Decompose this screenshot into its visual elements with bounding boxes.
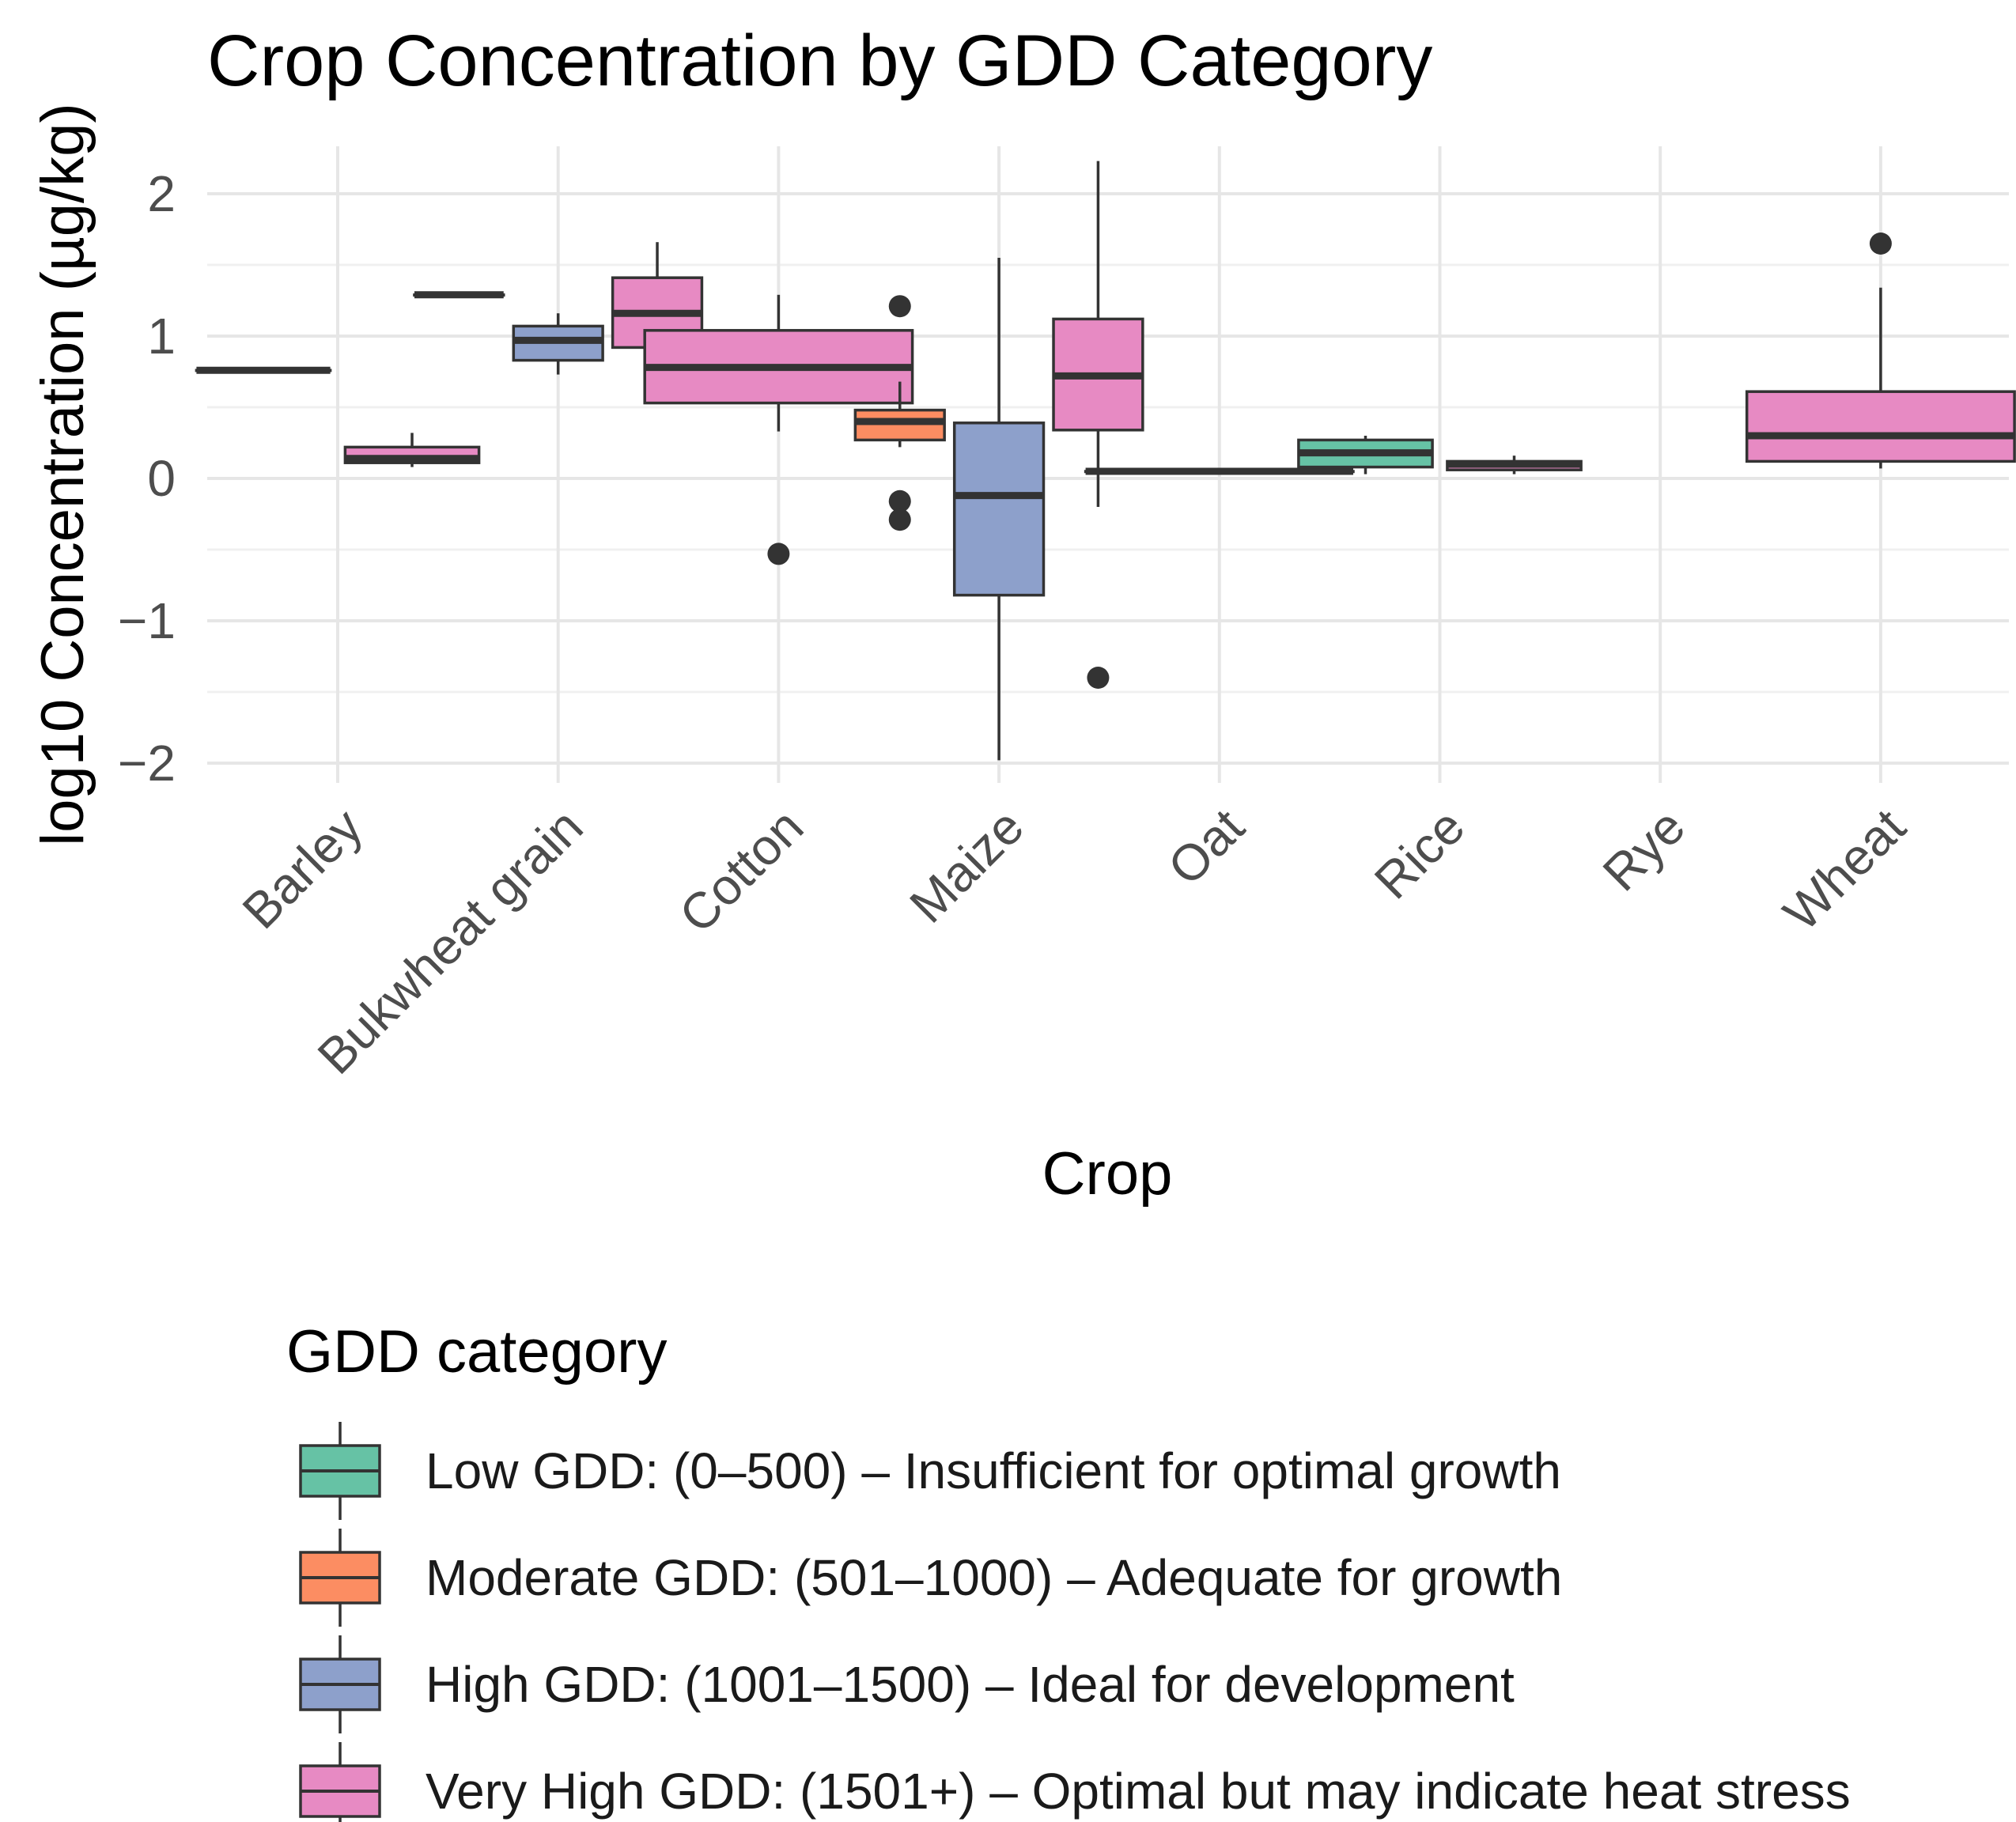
box-rice-low bbox=[1297, 436, 1434, 474]
box-maize-moderate bbox=[853, 295, 946, 531]
legend-entry-veryhigh: Very High GDD: (1501+) – Optimal but may… bbox=[299, 1742, 1851, 1822]
x-tick-label: Oat bbox=[1157, 798, 1255, 896]
x-tick-label: Wheat bbox=[1772, 798, 1916, 942]
box-maize-veryhigh bbox=[1052, 161, 1144, 689]
box-body bbox=[1745, 390, 2016, 463]
legend-entry-low: Low GDD: (0–500) – Insufficient for opti… bbox=[299, 1422, 1561, 1520]
y-axis-title: log10 Concentration (µg/kg) bbox=[29, 103, 96, 845]
box-bukwheat-grain-moderate bbox=[413, 291, 505, 299]
outlier-point bbox=[767, 542, 790, 565]
legend-label: Very High GDD: (1501+) – Optimal but may… bbox=[426, 1763, 1851, 1820]
chart-title: Crop Concentration by GDD Category bbox=[207, 21, 1432, 101]
y-tick-label: −1 bbox=[118, 592, 176, 649]
box-wheat-veryhigh bbox=[1745, 232, 2016, 469]
x-tick-label: Rye bbox=[1592, 798, 1696, 902]
x-axis-title: Crop bbox=[1042, 1140, 1173, 1208]
legend-label: High GDD: (1001–1500) – Ideal for develo… bbox=[426, 1656, 1515, 1713]
legend-label: Moderate GDD: (501–1000) – Adequate for … bbox=[426, 1549, 1562, 1606]
y-tick-label: 1 bbox=[147, 308, 176, 365]
outlier-point bbox=[1087, 667, 1110, 689]
legend: Low GDD: (0–500) – Insufficient for opti… bbox=[299, 1422, 1851, 1822]
box-oat-veryhigh bbox=[1084, 467, 1355, 475]
box-maize-high bbox=[952, 258, 1046, 761]
box-bukwheat-grain-high bbox=[512, 313, 604, 375]
grid bbox=[207, 146, 2009, 783]
x-tick-label: Rice bbox=[1364, 798, 1475, 909]
x-tick-label: Barley bbox=[232, 798, 373, 939]
box-series bbox=[195, 161, 2016, 761]
box-barley-veryhigh bbox=[343, 433, 481, 467]
box-cotton-veryhigh bbox=[643, 294, 914, 565]
outlier-point bbox=[888, 508, 911, 531]
x-tick-label: Cotton bbox=[668, 798, 814, 943]
legend-entry-moderate: Moderate GDD: (501–1000) – Adequate for … bbox=[299, 1529, 1562, 1627]
y-tick-label: −2 bbox=[118, 735, 176, 792]
legend-entry-high: High GDD: (1001–1500) – Ideal for develo… bbox=[299, 1635, 1515, 1733]
box-rice-veryhigh bbox=[1446, 456, 1583, 474]
box-body bbox=[952, 421, 1046, 597]
box-barley-moderate bbox=[195, 366, 332, 374]
outlier-point bbox=[888, 295, 911, 318]
outlier-point bbox=[1869, 232, 1892, 255]
legend-title: GDD category bbox=[286, 1318, 668, 1385]
y-tick-label: 0 bbox=[147, 450, 176, 507]
outlier-point bbox=[888, 490, 911, 512]
x-tick-label: Maize bbox=[898, 798, 1034, 934]
y-tick-label: 2 bbox=[147, 165, 176, 222]
y-axis-ticks: −2 −1 0 1 2 bbox=[118, 165, 176, 792]
legend-label: Low GDD: (0–500) – Insufficient for opti… bbox=[426, 1442, 1561, 1499]
